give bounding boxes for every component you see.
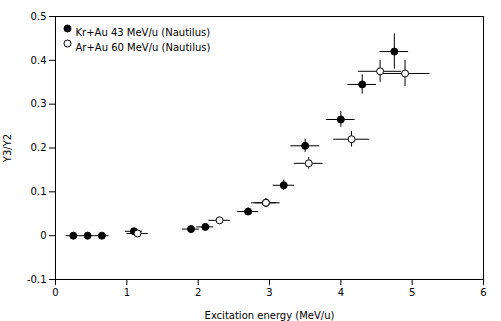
svg-text:0.4: 0.4 (31, 55, 47, 66)
svg-text:0: 0 (52, 287, 58, 298)
svg-text:0.2: 0.2 (31, 142, 47, 153)
svg-text:5: 5 (409, 287, 415, 298)
svg-text:0: 0 (40, 230, 46, 241)
svg-text:1: 1 (124, 287, 130, 298)
svg-text:-0.1: -0.1 (27, 274, 47, 285)
svg-text:2: 2 (195, 287, 201, 298)
svg-text:Ar+Au 60 MeV/u (Nautilus): Ar+Au 60 MeV/u (Nautilus) (76, 42, 211, 53)
svg-text:4: 4 (338, 287, 344, 298)
svg-text:0.5: 0.5 (31, 11, 47, 22)
svg-text:6: 6 (480, 287, 486, 298)
svg-text:Y3/Y2: Y3/Y2 (2, 134, 13, 163)
svg-text:Excitation energy (MeV/u): Excitation energy (MeV/u) (205, 310, 335, 321)
svg-text:Kr+Au 43 MeV/u (Nautilus): Kr+Au 43 MeV/u (Nautilus) (76, 27, 211, 38)
svg-text:0.1: 0.1 (31, 186, 47, 197)
svg-text:3: 3 (266, 287, 272, 298)
svg-text:0.3: 0.3 (31, 98, 47, 109)
